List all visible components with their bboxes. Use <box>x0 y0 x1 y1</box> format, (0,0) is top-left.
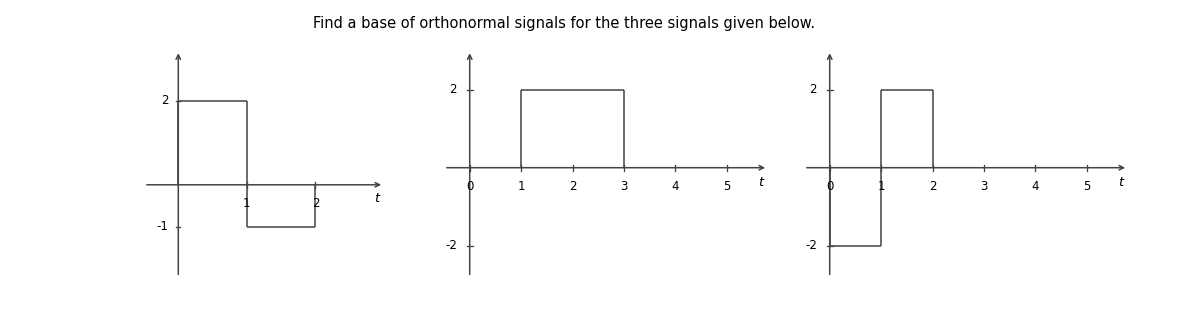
Text: 3: 3 <box>980 180 988 193</box>
Text: t: t <box>373 192 379 205</box>
Text: 4: 4 <box>1032 180 1039 193</box>
Text: 5: 5 <box>724 180 731 193</box>
Text: 2: 2 <box>312 197 319 210</box>
Text: t: t <box>757 175 763 189</box>
Text: 3: 3 <box>620 180 628 193</box>
Text: 2: 2 <box>161 94 169 107</box>
Text: 5: 5 <box>1084 180 1091 193</box>
Text: 1: 1 <box>517 180 524 193</box>
Text: 0: 0 <box>466 180 474 193</box>
Text: 2: 2 <box>449 83 457 96</box>
Text: -2: -2 <box>805 239 817 252</box>
Text: 2: 2 <box>569 180 576 193</box>
Text: 2: 2 <box>929 180 936 193</box>
Text: t: t <box>1117 175 1123 189</box>
Text: 1: 1 <box>244 197 251 210</box>
Text: 2: 2 <box>809 83 817 96</box>
Text: Find a base of orthonormal signals for the three signals given below.: Find a base of orthonormal signals for t… <box>313 16 815 31</box>
Text: -2: -2 <box>445 239 457 252</box>
Text: 1: 1 <box>877 180 884 193</box>
Text: -1: -1 <box>157 220 169 233</box>
Text: 4: 4 <box>672 180 679 193</box>
Text: 0: 0 <box>826 180 834 193</box>
